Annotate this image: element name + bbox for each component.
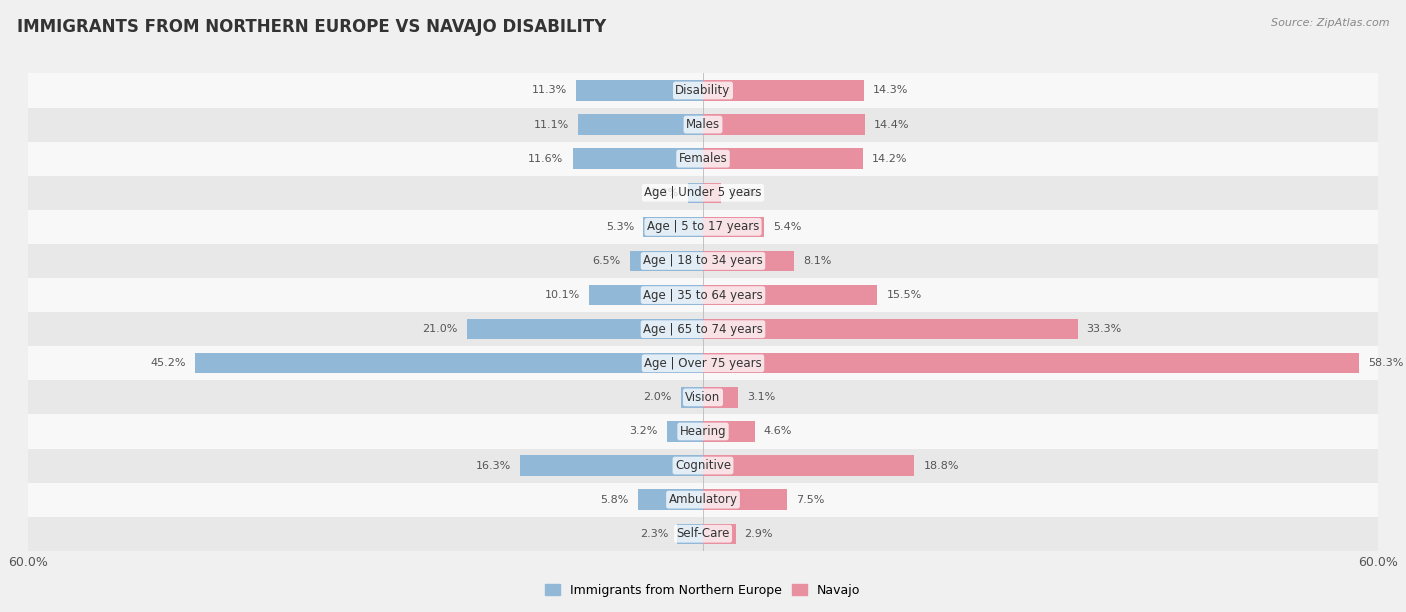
Bar <box>194 353 703 373</box>
Bar <box>28 312 1378 346</box>
Bar <box>644 217 703 237</box>
Bar <box>520 455 703 476</box>
Text: 4.6%: 4.6% <box>763 427 792 436</box>
Text: 14.4%: 14.4% <box>875 119 910 130</box>
Bar <box>689 182 703 203</box>
Text: 5.8%: 5.8% <box>600 494 628 505</box>
Text: 11.6%: 11.6% <box>529 154 564 163</box>
Bar <box>28 244 1378 278</box>
Bar <box>28 483 1378 517</box>
Bar <box>703 285 877 305</box>
Text: Age | Over 75 years: Age | Over 75 years <box>644 357 762 370</box>
Bar <box>28 176 1378 210</box>
Text: 8.1%: 8.1% <box>803 256 831 266</box>
Text: IMMIGRANTS FROM NORTHERN EUROPE VS NAVAJO DISABILITY: IMMIGRANTS FROM NORTHERN EUROPE VS NAVAJ… <box>17 18 606 36</box>
Text: 21.0%: 21.0% <box>422 324 458 334</box>
Text: 14.3%: 14.3% <box>873 86 908 95</box>
Text: Hearing: Hearing <box>679 425 727 438</box>
Text: Cognitive: Cognitive <box>675 459 731 472</box>
Bar <box>28 517 1378 551</box>
Text: Females: Females <box>679 152 727 165</box>
Text: 58.3%: 58.3% <box>1368 358 1403 368</box>
Text: 6.5%: 6.5% <box>593 256 621 266</box>
Text: Vision: Vision <box>685 391 721 404</box>
Text: 2.9%: 2.9% <box>745 529 773 539</box>
Bar <box>572 149 703 169</box>
Text: 45.2%: 45.2% <box>150 358 186 368</box>
Bar <box>703 455 914 476</box>
Bar <box>28 449 1378 483</box>
Bar <box>678 523 703 544</box>
Text: 11.1%: 11.1% <box>534 119 569 130</box>
Bar <box>467 319 703 340</box>
Bar <box>28 278 1378 312</box>
Bar <box>703 353 1358 373</box>
Text: 14.2%: 14.2% <box>872 154 907 163</box>
Legend: Immigrants from Northern Europe, Navajo: Immigrants from Northern Europe, Navajo <box>540 579 866 602</box>
Bar <box>703 421 755 442</box>
Text: 5.3%: 5.3% <box>606 222 634 232</box>
Bar <box>28 346 1378 380</box>
Bar <box>630 251 703 271</box>
Text: Age | 18 to 34 years: Age | 18 to 34 years <box>643 255 763 267</box>
Text: 16.3%: 16.3% <box>475 461 510 471</box>
Bar <box>703 217 763 237</box>
Bar <box>28 73 1378 108</box>
Bar <box>703 80 863 101</box>
Bar <box>28 414 1378 449</box>
Bar <box>681 387 703 408</box>
Text: 1.3%: 1.3% <box>651 188 679 198</box>
Bar <box>28 380 1378 414</box>
Bar <box>703 490 787 510</box>
Text: 15.5%: 15.5% <box>886 290 921 300</box>
Bar <box>703 114 865 135</box>
Text: 33.3%: 33.3% <box>1087 324 1122 334</box>
Bar <box>703 182 721 203</box>
Bar <box>703 387 738 408</box>
Text: Age | 35 to 64 years: Age | 35 to 64 years <box>643 289 763 302</box>
Text: 7.5%: 7.5% <box>796 494 825 505</box>
Text: Disability: Disability <box>675 84 731 97</box>
Bar <box>578 114 703 135</box>
Bar <box>589 285 703 305</box>
Bar <box>703 251 794 271</box>
Bar <box>703 523 735 544</box>
Text: 3.2%: 3.2% <box>630 427 658 436</box>
Bar <box>576 80 703 101</box>
Bar <box>703 319 1077 340</box>
Bar <box>703 149 863 169</box>
Text: 18.8%: 18.8% <box>924 461 959 471</box>
Text: Ambulatory: Ambulatory <box>668 493 738 506</box>
Text: Age | 65 to 74 years: Age | 65 to 74 years <box>643 323 763 335</box>
Bar <box>638 490 703 510</box>
Bar <box>28 108 1378 141</box>
Text: 3.1%: 3.1% <box>747 392 775 402</box>
Bar <box>28 210 1378 244</box>
Text: 10.1%: 10.1% <box>546 290 581 300</box>
Bar <box>666 421 703 442</box>
Text: Self-Care: Self-Care <box>676 528 730 540</box>
Text: 5.4%: 5.4% <box>773 222 801 232</box>
Text: Age | Under 5 years: Age | Under 5 years <box>644 186 762 200</box>
Bar <box>28 141 1378 176</box>
Text: Age | 5 to 17 years: Age | 5 to 17 years <box>647 220 759 233</box>
Text: 2.0%: 2.0% <box>643 392 672 402</box>
Text: 1.6%: 1.6% <box>730 188 758 198</box>
Text: Males: Males <box>686 118 720 131</box>
Text: 2.3%: 2.3% <box>640 529 668 539</box>
Text: Source: ZipAtlas.com: Source: ZipAtlas.com <box>1271 18 1389 28</box>
Text: 11.3%: 11.3% <box>531 86 567 95</box>
